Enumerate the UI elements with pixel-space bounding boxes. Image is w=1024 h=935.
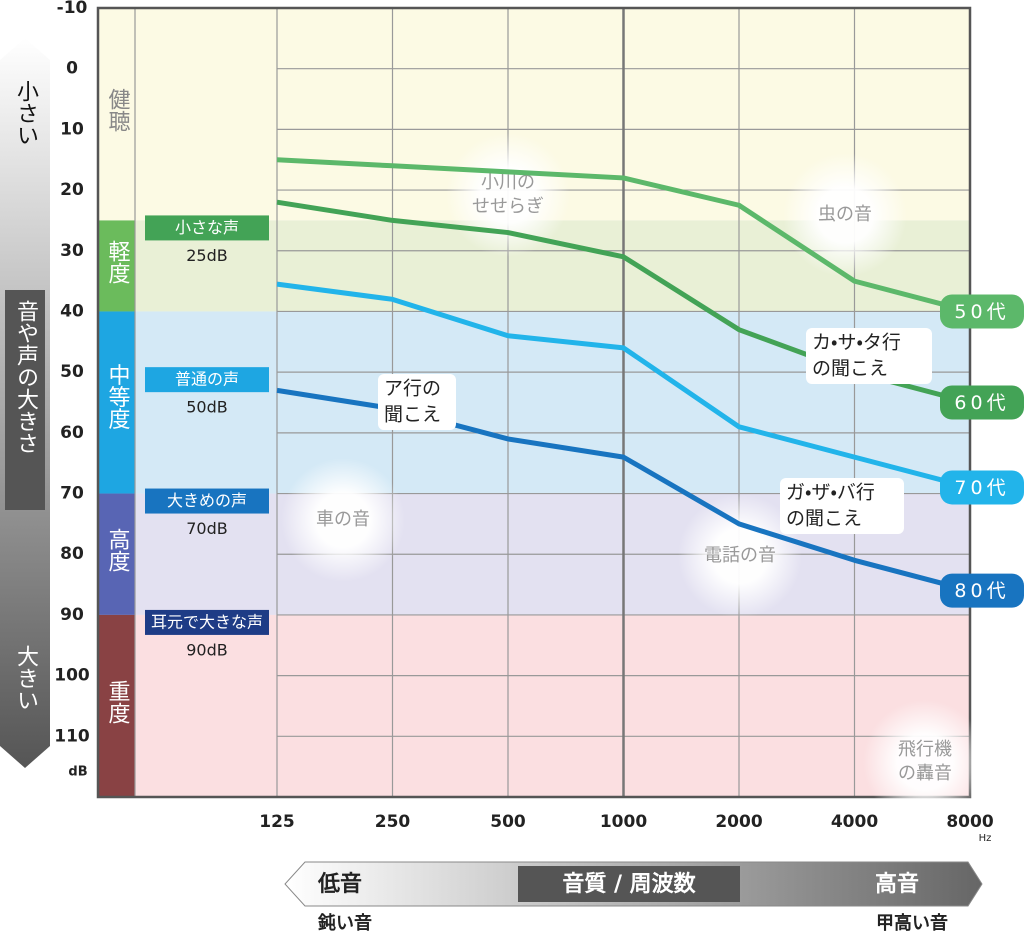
background-layer [98, 8, 970, 797]
legend-label: 70代 [954, 477, 1009, 499]
series-line [276, 157, 971, 314]
legend-box [940, 470, 1024, 505]
y-tick-label: 70 [60, 484, 84, 504]
sound-label: 電話の音 [704, 545, 776, 566]
y-tick-label: 30 [60, 241, 84, 261]
y-tick-label: 110 [54, 726, 90, 746]
band-label: 中等度 [105, 364, 131, 430]
pitch-title: 音質 / 周波数 [562, 871, 696, 897]
sound-label: 虫の音 [818, 204, 872, 225]
callout-label: 聞こえ [384, 404, 441, 426]
pitch-left-note: 鈍い音 [317, 912, 372, 934]
voice-name: 小さな声 [175, 218, 239, 237]
callout-label: ア行の [384, 378, 441, 400]
x-tick-label: 4000 [831, 812, 878, 832]
voice-level [145, 609, 269, 635]
y-tick-label: 80 [60, 544, 84, 564]
sound-glow [863, 700, 987, 824]
loudness-bottom: 大きい [13, 645, 39, 711]
y-tick-label: 20 [60, 180, 84, 200]
voice-db: 70dB [186, 519, 228, 538]
band-label: 軽度 [105, 240, 131, 284]
loudness-top: 小さい [13, 80, 39, 146]
sound-glow [783, 153, 907, 277]
voice-name: 耳元で大きな声 [151, 612, 263, 631]
legend-label: 60代 [954, 392, 1009, 414]
band-label: 高度 [105, 528, 131, 572]
legend-box [940, 385, 1024, 420]
x-tick-label: 250 [375, 812, 411, 832]
y-tick-label: 60 [60, 423, 84, 443]
band-label: 健聴 [105, 88, 131, 132]
voice-level [145, 488, 269, 514]
pitch-right: 高音 [875, 871, 919, 897]
x-unit: Hz [979, 833, 992, 844]
y-tick-label: 40 [60, 301, 84, 321]
callout-label: の聞こえ [812, 358, 888, 380]
legend-box [940, 573, 1024, 608]
y-tick-label: 10 [60, 119, 84, 139]
voice-level [145, 215, 269, 241]
band-category [98, 220, 135, 312]
x-tick-label: 8000 [946, 812, 993, 832]
legend-label: 80代 [954, 580, 1009, 602]
callout-box [780, 478, 904, 534]
band-label: 重度 [105, 680, 131, 724]
sound-glow [281, 458, 405, 582]
sound-label: 飛行機 [898, 739, 952, 760]
band-category [98, 8, 135, 221]
pitch-left: 低音 [317, 872, 362, 897]
y-unit: dB [68, 765, 87, 780]
voice-db: 50dB [186, 398, 228, 417]
voice-name: 普通の声 [175, 370, 239, 389]
x-tick-label: 500 [490, 812, 526, 832]
y-tick-label: 0 [66, 59, 78, 79]
sound-glow [446, 133, 570, 257]
pitch-right-note: 甲高い音 [876, 912, 948, 934]
voice-name: 大きめの声 [167, 491, 247, 510]
band-category [98, 493, 135, 615]
sound-label: せせらぎ [472, 196, 544, 217]
x-tick-label: 2000 [715, 812, 762, 832]
sound-glow [678, 494, 802, 618]
loudness-axis-box [5, 290, 45, 510]
y-tick-label: 90 [60, 605, 84, 625]
voice-db: 25dB [186, 246, 228, 265]
y-tick-label: -10 [57, 0, 88, 18]
y-tick-label: 50 [60, 362, 84, 382]
series-line [276, 281, 971, 490]
sound-label: の轟音 [898, 763, 952, 784]
callout-label: の聞こえ [786, 508, 862, 530]
y-tick-label: 100 [54, 666, 90, 686]
voice-db: 90dB [186, 640, 228, 659]
callout-label: ガ・ザ・バ行 [786, 482, 875, 504]
band-category [98, 311, 135, 494]
callout-box [806, 328, 932, 384]
pitch-axis-box [518, 866, 740, 902]
legend-label: 50代 [954, 301, 1009, 323]
callout-label: カ・サ・タ行 [812, 332, 901, 354]
sound-label: 車の音 [316, 509, 370, 530]
x-tick-label: 125 [259, 812, 295, 832]
band [135, 614, 970, 797]
loudness-title: 音や声の大きさ [13, 300, 39, 454]
sound-label: 小川の [481, 172, 535, 193]
legend-box [940, 294, 1024, 329]
voice-level [145, 367, 269, 393]
x-tick-label: 1000 [600, 812, 647, 832]
band-category [98, 614, 135, 797]
callout-box [378, 374, 456, 430]
